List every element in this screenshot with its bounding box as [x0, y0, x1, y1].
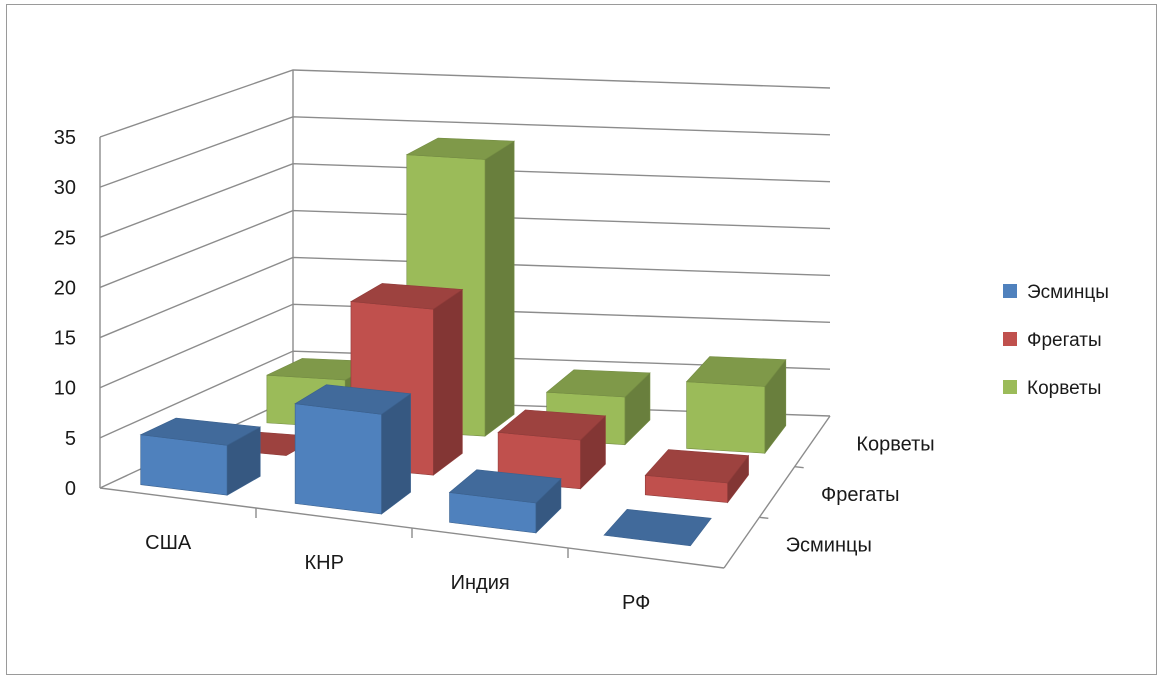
bar-top — [603, 509, 712, 547]
y-tick-label: 10 — [54, 378, 76, 400]
y-tick-label: 5 — [65, 428, 76, 450]
legend-swatch — [1003, 332, 1017, 346]
y-axis-ticks: 0 5 10 15 20 25 30 35 — [54, 127, 76, 500]
depth-axis-labels: Эсминцы Фрегаты Корветы — [786, 433, 935, 556]
bar-Эсминцы-КНР — [294, 384, 412, 515]
bar-top — [448, 469, 562, 504]
y-tick-label: 0 — [65, 478, 76, 500]
bar-top — [685, 356, 787, 387]
legend-swatch — [1003, 380, 1017, 394]
depth-label: Корветы — [856, 433, 934, 455]
depth-label: Фрегаты — [821, 484, 900, 506]
category-label: США — [145, 532, 192, 554]
depth-tick-2 — [794, 465, 804, 469]
bar-top — [349, 283, 464, 310]
legend-label: Корветы — [1027, 378, 1101, 399]
bar-top — [644, 449, 750, 484]
bar-top — [545, 369, 651, 398]
chart-frame — [6, 4, 1157, 675]
category-label: КНР — [304, 552, 343, 574]
bar-front — [294, 403, 382, 515]
y-tick-label: 25 — [54, 227, 76, 249]
bar-Эсминцы-США — [139, 417, 262, 496]
depth-label: Эсминцы — [786, 535, 872, 557]
gridline-7 — [99, 69, 831, 138]
bar-top — [405, 137, 516, 160]
bar-side — [381, 393, 411, 515]
y-tick-label: 30 — [54, 177, 76, 199]
bar-top — [294, 384, 412, 415]
y-tick-label: 35 — [54, 127, 76, 149]
bar-Эсминцы-Индия — [448, 469, 562, 534]
category-label: РФ — [622, 592, 650, 614]
bar-Фрегаты-РФ — [644, 449, 750, 504]
y-tick-label: 15 — [54, 328, 76, 350]
bar-top — [497, 409, 607, 441]
legend: Эсминцы Фрегаты Корветы — [1003, 282, 1109, 399]
bars — [139, 137, 787, 547]
bar-front — [686, 381, 766, 454]
bar-top — [139, 417, 262, 446]
y-tick-label: 20 — [54, 277, 76, 299]
depth-axis-line — [723, 415, 831, 569]
legend-swatch — [1003, 284, 1017, 298]
bar-Корветы-РФ — [685, 356, 787, 455]
category-label: Индия — [451, 572, 510, 594]
bar-side — [433, 288, 463, 476]
legend-label: Эсминцы — [1027, 282, 1109, 303]
bar-Эсминцы-РФ — [603, 509, 712, 547]
category-labels: США КНР Индия РФ — [145, 532, 650, 614]
legend-label: Фрегаты — [1027, 330, 1102, 351]
bar-side — [484, 140, 515, 437]
depth-tick-1 — [759, 516, 769, 520]
